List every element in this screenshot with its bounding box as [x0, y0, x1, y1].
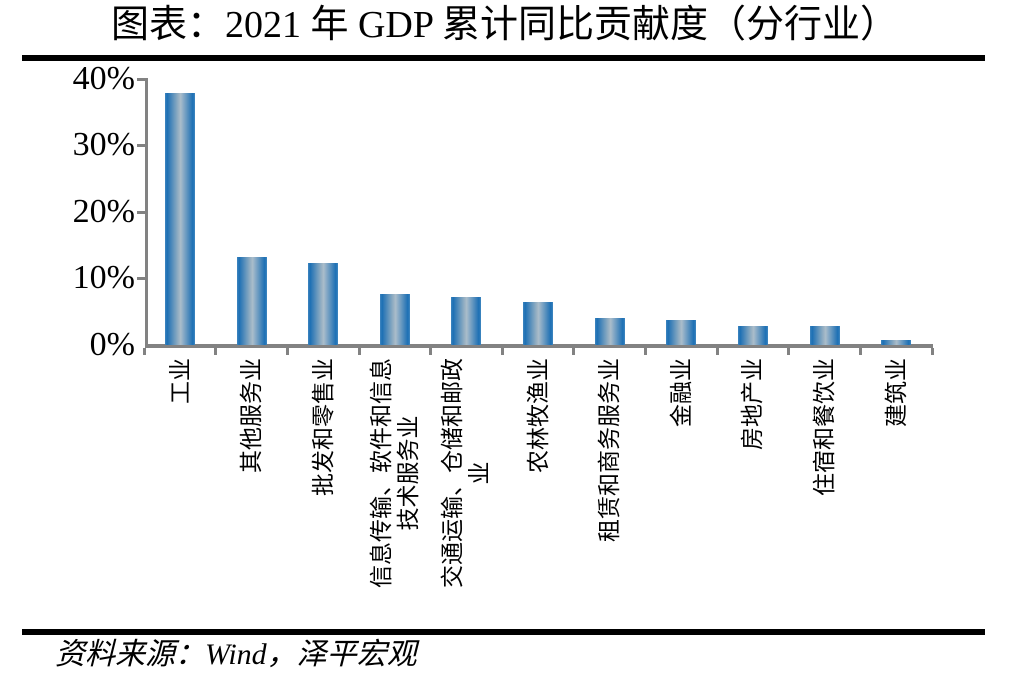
x-axis-tick	[285, 348, 289, 355]
y-tick-mark	[137, 144, 145, 148]
x-axis-tick	[644, 348, 648, 355]
x-axis-tick	[715, 348, 719, 355]
x-category-label: 交通运输、仓储和邮政 业	[440, 358, 493, 588]
y-tick-mark	[137, 210, 145, 214]
x-axis-line	[145, 344, 933, 348]
x-axis-tick	[429, 348, 433, 355]
y-axis-line	[145, 78, 148, 348]
y-tick-label: 0%	[89, 326, 135, 363]
x-category-label: 信息传输、软件和信息 技术服务业	[368, 358, 421, 588]
bar-6	[523, 302, 554, 345]
bar-5	[451, 297, 482, 345]
x-category-label: 金融业	[668, 358, 694, 427]
y-tick-mark	[137, 277, 145, 281]
x-axis-tick	[787, 348, 791, 355]
x-axis-tick	[572, 348, 576, 355]
x-axis-tick	[214, 348, 218, 355]
y-tick-mark	[137, 77, 145, 81]
y-tick-label: 40%	[72, 59, 135, 97]
x-category-label: 租赁和商务服务业	[597, 358, 623, 542]
x-category-label: 批发和零售业	[310, 358, 336, 496]
y-tick-label: 30%	[72, 126, 135, 164]
x-category-label: 其他服务业	[239, 358, 265, 473]
bar-10	[809, 326, 840, 345]
source-note: 资料来源：Wind，泽平宏观	[55, 638, 417, 671]
bar-8	[666, 320, 697, 345]
bar-2	[236, 257, 267, 345]
bar-9	[737, 326, 768, 345]
y-tick-label: 10%	[72, 259, 135, 297]
x-axis-tick	[357, 348, 361, 355]
plot-area: 40% 30% 20% 10% 0% 工业 其他服务业 批发和零售业 信息传输、软件和信息 技术…	[72, 59, 934, 588]
bar-3	[308, 263, 339, 345]
y-tick-label: 20%	[72, 192, 135, 230]
top-divider-rule	[22, 55, 985, 61]
chart-title: 图表：2021 年 GDP 累计同比贡献度（分行业）	[110, 4, 899, 46]
bar-1	[165, 93, 195, 345]
x-axis-tick	[142, 348, 146, 355]
bottom-divider-rule	[22, 629, 985, 635]
x-category-label: 住宿和餐饮业	[812, 358, 838, 496]
bar-4	[379, 294, 410, 345]
x-category-label: 建筑业	[883, 358, 909, 427]
x-category-label: 房地产业	[740, 358, 766, 450]
x-axis-tick	[858, 348, 862, 355]
x-axis-tick	[500, 348, 504, 355]
x-axis-tick	[930, 348, 934, 355]
bar-7	[594, 318, 625, 345]
x-category-label: 农林牧渔业	[525, 358, 551, 473]
bar-11	[881, 340, 912, 345]
x-category-label: 工业	[167, 358, 193, 404]
